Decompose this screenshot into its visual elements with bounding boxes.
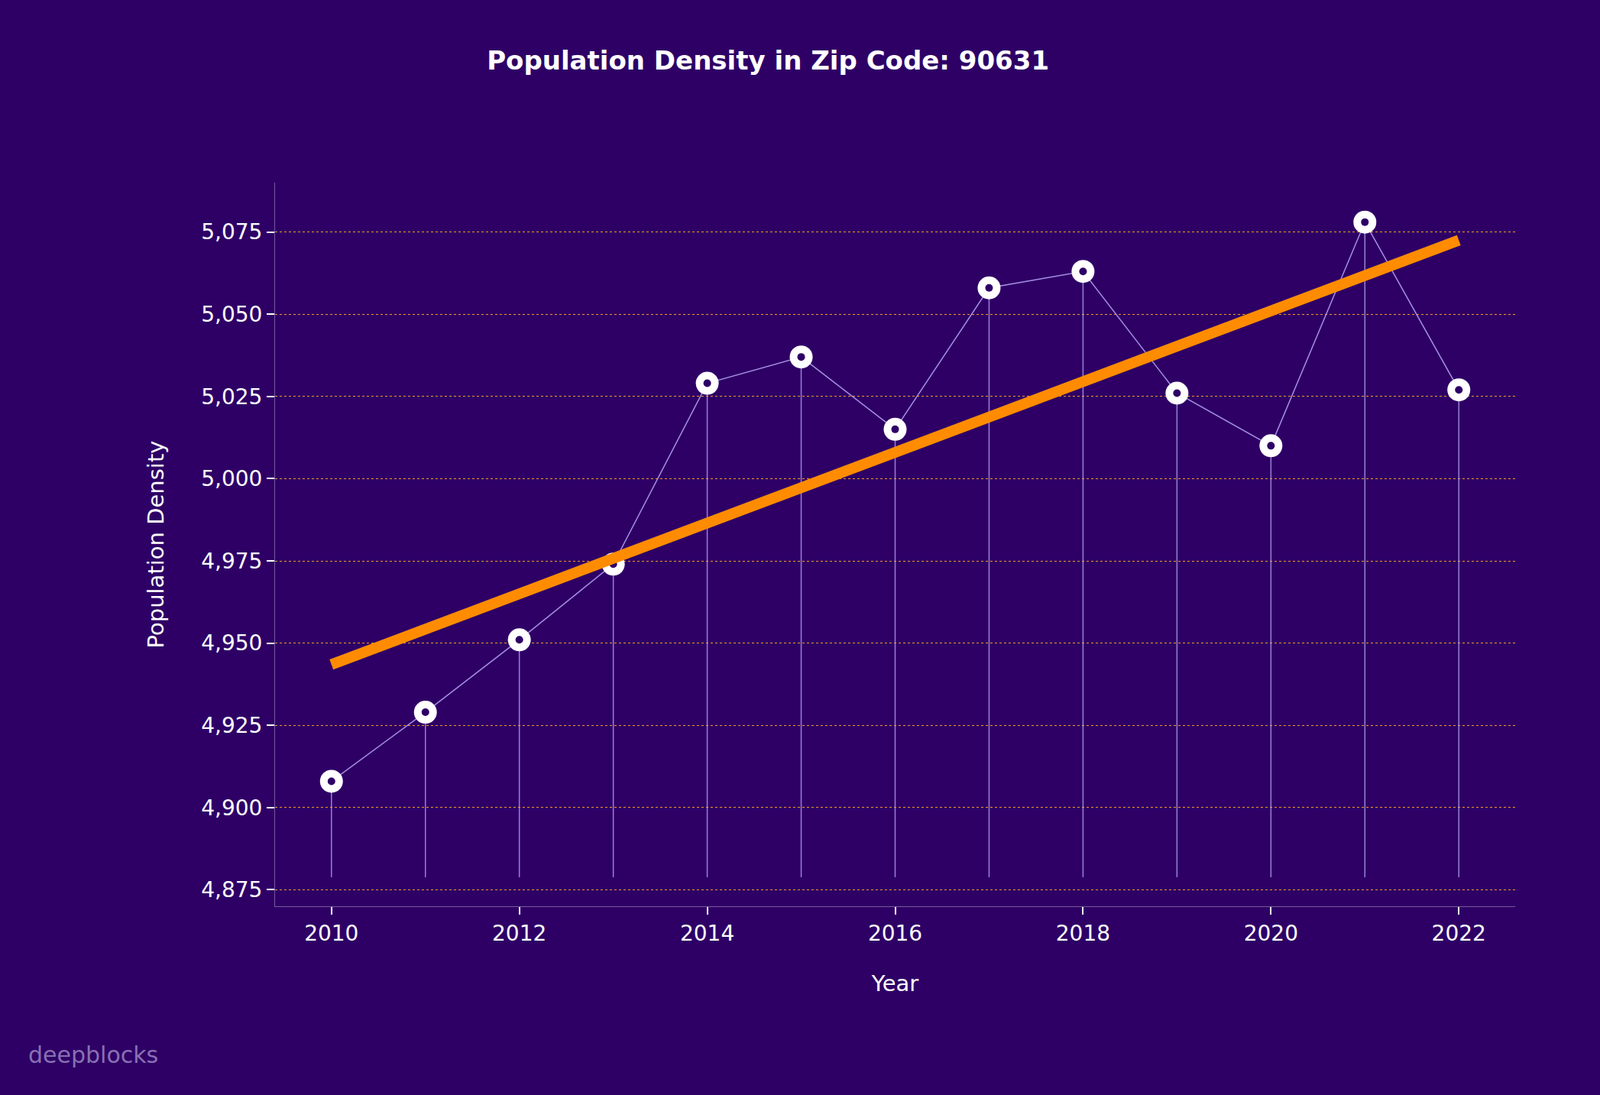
svg-text:4,925: 4,925 <box>200 712 263 739</box>
svg-text:Population Density: Population Density <box>142 440 169 649</box>
svg-text:2018: 2018 <box>1055 920 1111 946</box>
svg-text:2012: 2012 <box>492 920 547 946</box>
svg-text:5,075: 5,075 <box>200 219 263 245</box>
svg-text:4,950: 4,950 <box>200 630 263 656</box>
svg-text:5,050: 5,050 <box>200 301 263 328</box>
svg-text:5,000: 5,000 <box>200 466 263 492</box>
svg-text:4,875: 4,875 <box>200 877 263 903</box>
svg-text:5,025: 5,025 <box>200 384 263 410</box>
svg-text:2014: 2014 <box>680 920 735 946</box>
svg-text:2022: 2022 <box>1431 920 1487 946</box>
svg-text:4,900: 4,900 <box>200 795 263 821</box>
svg-text:2020: 2020 <box>1243 920 1299 946</box>
svg-text:2016: 2016 <box>868 920 923 946</box>
svg-text:Population Density in Zip Code: Population Density in Zip Code: 90631 <box>486 45 1050 76</box>
svg-text:4,975: 4,975 <box>200 548 263 574</box>
svg-text:deepblocks: deepblocks <box>28 1041 159 1069</box>
svg-text:2010: 2010 <box>304 920 359 946</box>
svg-text:Year: Year <box>871 970 919 997</box>
